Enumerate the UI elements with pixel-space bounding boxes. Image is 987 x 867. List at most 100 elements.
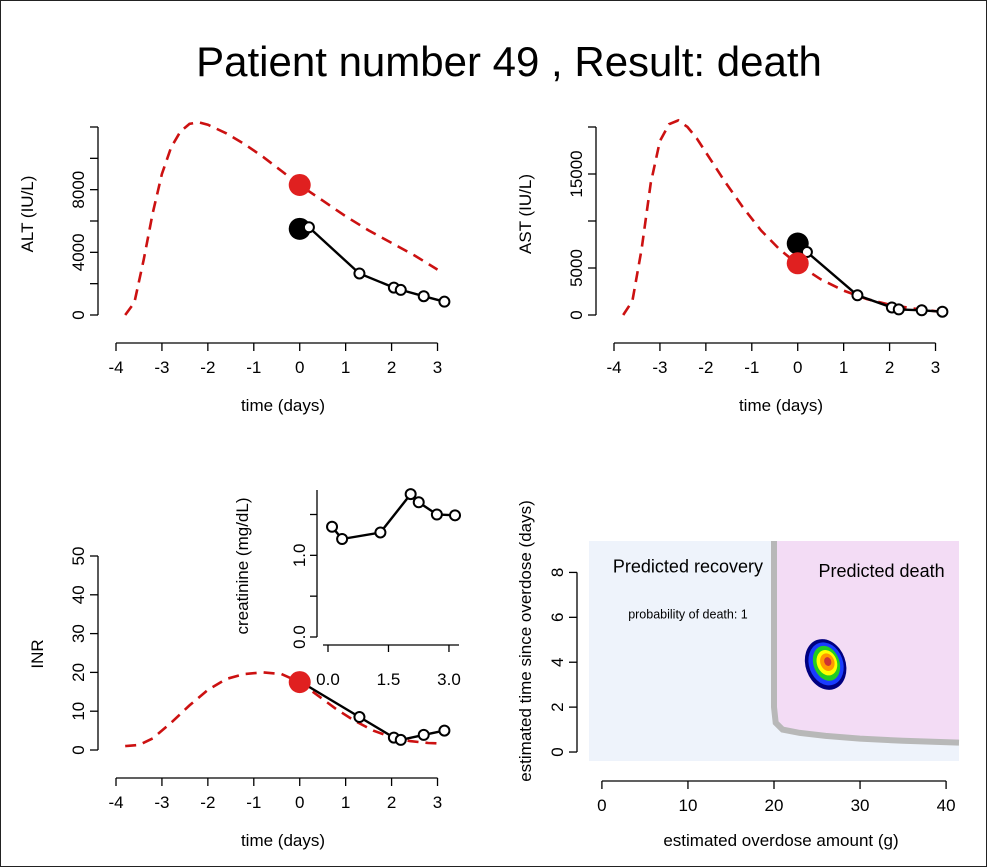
inr-observed-point [417,728,430,741]
inr-x-tick-label: 2 [387,793,396,812]
alt-observed-point [302,221,315,234]
alt-x-tick-label: -2 [200,358,215,377]
ast-x-tick-label: 1 [839,358,848,377]
ast-model-value-marker [786,252,809,275]
map-y-tick-label: 2 [548,702,567,711]
ast-panel: AST (IU/L) time (days) -4 -3 -2 -1 0 1 2 3 0 5000… [516,118,949,415]
ast-observed-point [800,246,813,259]
creatinine-x-tick-label: 0.0 [316,670,340,689]
ast-observed-point [892,303,905,316]
inr-x-tick-label: -1 [246,793,261,812]
ast-y-tick-label: 15000 [567,150,586,197]
density-contour [824,657,832,666]
inr-model-value-marker [288,671,311,694]
death-label: Predicted death [819,561,945,581]
creatinine-observed-point [374,526,387,539]
alt-x-tick-label: 3 [433,358,442,377]
creatinine-observed-point [430,508,443,521]
decision-boundary [771,541,960,746]
creatinine-y-label: creatinine (mg/dL) [233,497,252,634]
map-y-label: estimated time since overdose (days) [516,500,535,782]
figure-title: Patient number 49 , Result: death [196,38,822,85]
overdose-map-panel: estimated time since overdose (days) est… [516,500,960,850]
creatinine-inset-panel: creatinine (mg/dL) 0.0 1.5 3.0 0.0 1.0 [233,488,462,689]
alt-x-tick-label: -4 [108,358,123,377]
inr-observed-point [394,733,407,746]
alt-x-tick-label: -3 [154,358,169,377]
map-x-label: estimated overdose amount (g) [663,831,898,850]
ast-observed-point [915,304,928,317]
alt-observed-point [438,295,451,308]
creatinine-observed-point [326,520,339,533]
alt-y-tick-label: 4000 [69,233,88,271]
creatinine-x-tick-label: 1.5 [377,670,401,689]
alt-observed-point [353,267,366,280]
ast-x-label: time (days) [739,396,823,415]
ast-observed-point [851,289,864,302]
ast-x-tick-label: 0 [793,358,802,377]
alt-x-tick-label: 0 [295,358,304,377]
ast-y-tick-label: 0 [567,310,586,319]
inr-x-tick-label: 3 [433,793,442,812]
map-y-tick-label: 0 [548,747,567,756]
inr-x-tick-label: -2 [200,793,215,812]
alt-x-tick-label: -1 [246,358,261,377]
alt-model-curve [124,120,439,316]
ast-observed-line [806,251,943,313]
creatinine-y-tick-label: 0.0 [290,625,309,649]
alt-y-tick-label: 0 [69,310,88,319]
ast-x-tick-label: -3 [652,358,667,377]
death-region [774,541,959,743]
inr-x-tick-label: 1 [341,793,350,812]
inr-y-tick-label: 30 [69,624,88,643]
alt-x-label: time (days) [241,396,325,415]
alt-x-tick-label: 1 [341,358,350,377]
inr-x-label: time (days) [241,831,325,850]
alt-panel: ALT (IU/L) time (days) -4 -3 -2 -1 0 1 2 3 0 4000… [18,120,451,415]
alt-y-label: ALT (IU/L) [18,176,37,253]
alt-observed-point [417,290,430,303]
ast-y-tick-label: 5000 [567,249,586,287]
alt-observed-point [394,283,407,296]
inr-y-tick-label: 10 [69,702,88,721]
inr-x-tick-label: -3 [154,793,169,812]
inr-observed-point [438,724,451,737]
probability-annotation: probability of death: 1 [628,607,748,621]
ast-y-label: AST (IU/L) [516,174,535,254]
creatinine-observed-point [449,509,462,522]
map-y-tick-label: 8 [548,568,567,577]
ast-x-tick-label: -2 [698,358,713,377]
recovery-label: Predicted recovery [613,556,763,576]
map-x-tick-label: 30 [851,796,870,815]
map-y-tick-label: 6 [548,613,567,622]
inr-y-tick-label: 20 [69,663,88,682]
map-x-tick-label: 0 [597,796,606,815]
inr-y-tick-label: 0 [69,745,88,754]
map-x-tick-label: 40 [937,796,956,815]
creatinine-y-tick-label: 1.0 [290,544,309,568]
map-x-tick-label: 20 [765,796,784,815]
map-x-tick-label: 10 [678,796,697,815]
alt-y-tick-label: 8000 [69,171,88,209]
map-y-tick-label: 4 [548,657,567,666]
ast-x-tick-label: 3 [931,358,940,377]
creatinine-observed-point [404,488,417,501]
inr-observed-point [353,711,366,724]
alt-model-value-marker [288,173,311,196]
ast-x-tick-label: -1 [744,358,759,377]
inr-y-label: INR [28,639,47,668]
creatinine-observed-point [412,496,425,509]
alt-x-tick-label: 2 [387,358,396,377]
inr-y-tick-label: 50 [69,547,88,566]
inr-x-tick-label: 0 [295,793,304,812]
inr-y-tick-label: 40 [69,585,88,604]
creatinine-x-tick-label: 3.0 [437,670,461,689]
inr-x-tick-label: -4 [108,793,123,812]
creatinine-observed-point [336,533,349,545]
ast-observed-point [936,305,949,318]
ast-x-tick-label: -4 [606,358,621,377]
ast-model-curve [622,118,943,316]
